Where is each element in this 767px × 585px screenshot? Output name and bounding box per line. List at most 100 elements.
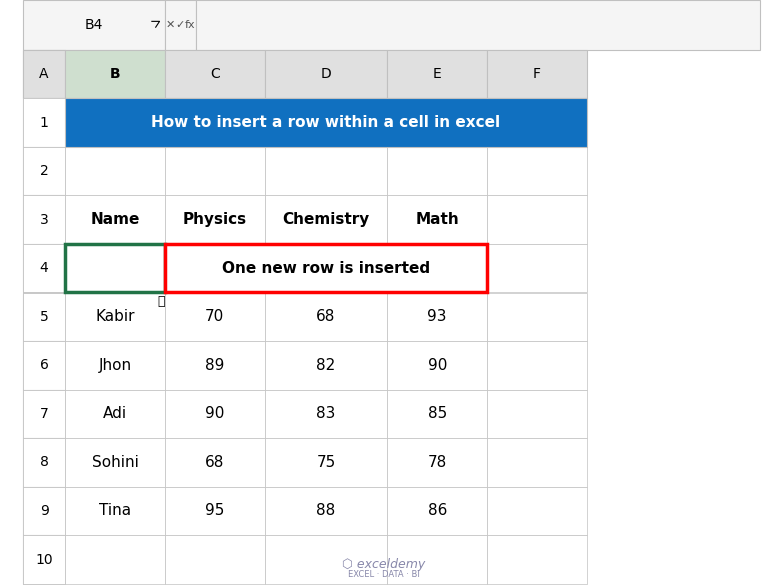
- Bar: [23, 341, 65, 390]
- Text: 6: 6: [40, 359, 48, 372]
- Bar: [165, 438, 265, 487]
- Text: Name: Name: [91, 212, 140, 227]
- Text: 90: 90: [205, 407, 225, 421]
- Bar: [65, 438, 165, 487]
- Bar: [487, 195, 587, 244]
- Text: F: F: [533, 67, 541, 81]
- Bar: [165, 50, 265, 98]
- Bar: [65, 98, 587, 147]
- Bar: [65, 487, 165, 535]
- Text: 📋: 📋: [157, 295, 165, 308]
- Text: 5: 5: [40, 310, 48, 324]
- Bar: [65, 244, 165, 292]
- Bar: [23, 341, 65, 390]
- Text: Math: Math: [415, 212, 459, 227]
- Text: ✕: ✕: [166, 20, 175, 30]
- Text: 75: 75: [316, 455, 336, 470]
- Bar: [387, 244, 487, 292]
- Bar: [65, 292, 165, 341]
- Bar: [487, 292, 587, 341]
- Text: 4: 4: [40, 261, 48, 275]
- Text: ⬡ exceldemy: ⬡ exceldemy: [342, 558, 425, 571]
- Bar: [487, 50, 587, 98]
- Bar: [23, 438, 65, 487]
- Text: 2: 2: [40, 164, 48, 178]
- Bar: [487, 487, 587, 535]
- Bar: [23, 244, 65, 292]
- Text: How to insert a row within a cell in excel: How to insert a row within a cell in exc…: [151, 115, 501, 130]
- Bar: [65, 98, 165, 147]
- Text: C: C: [210, 67, 219, 81]
- Bar: [387, 147, 487, 195]
- Text: B: B: [110, 67, 120, 81]
- Bar: [387, 98, 487, 147]
- Bar: [487, 341, 587, 390]
- Text: 78: 78: [427, 455, 447, 470]
- Bar: [65, 390, 165, 438]
- Text: D: D: [321, 67, 331, 81]
- Bar: [23, 487, 65, 535]
- Bar: [265, 98, 387, 147]
- Bar: [165, 98, 265, 147]
- Text: 88: 88: [316, 504, 336, 518]
- Bar: [165, 292, 265, 341]
- Bar: [23, 535, 65, 584]
- Text: B4: B4: [85, 18, 103, 32]
- Bar: [23, 244, 65, 292]
- Bar: [23, 0, 165, 50]
- Text: 1: 1: [40, 116, 48, 129]
- Bar: [265, 50, 387, 98]
- Text: Physics: Physics: [183, 212, 247, 227]
- Bar: [23, 390, 65, 438]
- Bar: [387, 195, 487, 244]
- Bar: [387, 341, 487, 390]
- Bar: [487, 147, 587, 195]
- Bar: [65, 147, 165, 195]
- Text: 85: 85: [427, 407, 447, 421]
- Bar: [387, 50, 487, 98]
- Bar: [23, 390, 65, 438]
- Bar: [23, 98, 65, 147]
- Text: 10: 10: [35, 553, 53, 566]
- Bar: [23, 535, 65, 584]
- Text: Tina: Tina: [99, 504, 131, 518]
- Bar: [387, 390, 487, 438]
- Text: Jhon: Jhon: [98, 358, 132, 373]
- Text: 68: 68: [316, 309, 336, 324]
- Bar: [265, 487, 387, 535]
- Bar: [65, 195, 165, 244]
- Text: One new row is inserted: One new row is inserted: [222, 261, 430, 276]
- Bar: [487, 390, 587, 438]
- Bar: [196, 0, 760, 50]
- Bar: [165, 487, 265, 535]
- Bar: [387, 292, 487, 341]
- Text: fx: fx: [185, 20, 196, 30]
- Bar: [23, 438, 65, 487]
- Text: 70: 70: [205, 309, 225, 324]
- Bar: [265, 390, 387, 438]
- Text: Adi: Adi: [103, 407, 127, 421]
- Text: 68: 68: [205, 455, 225, 470]
- Bar: [23, 292, 65, 341]
- Bar: [165, 390, 265, 438]
- Bar: [23, 195, 65, 244]
- Text: 86: 86: [427, 504, 447, 518]
- Text: Sohini: Sohini: [91, 455, 139, 470]
- Bar: [165, 535, 265, 584]
- Bar: [23, 147, 65, 195]
- Text: 89: 89: [205, 358, 225, 373]
- Bar: [265, 292, 387, 341]
- Text: ✓: ✓: [176, 20, 185, 30]
- Bar: [487, 438, 587, 487]
- Bar: [265, 341, 387, 390]
- Bar: [23, 50, 65, 98]
- Bar: [265, 147, 387, 195]
- Text: 95: 95: [205, 504, 225, 518]
- Text: EXCEL · DATA · BI: EXCEL · DATA · BI: [347, 570, 420, 579]
- Bar: [387, 535, 487, 584]
- Polygon shape: [27, 53, 61, 95]
- Bar: [165, 147, 265, 195]
- Text: 7: 7: [40, 407, 48, 421]
- Text: 90: 90: [427, 358, 447, 373]
- Bar: [65, 50, 165, 98]
